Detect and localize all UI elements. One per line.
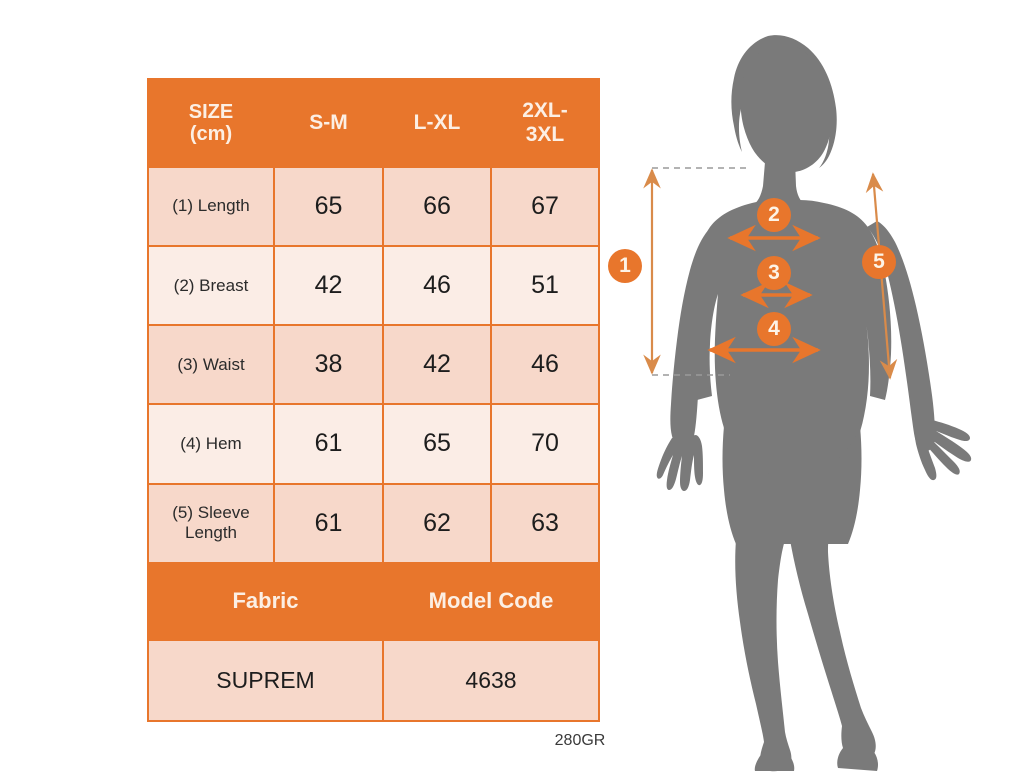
table-row: (2) Breast 42 46 51 <box>147 245 600 327</box>
measurement-marker-4: 4 <box>757 312 791 346</box>
fabric-weight-note: 280GR <box>554 732 606 749</box>
cell-waist-2xl-3xl: 46 <box>490 324 600 406</box>
cell-sleeve-length-2xl-3xl: 63 <box>490 482 600 564</box>
column-header-2xl-3xl-line1: 2XL- <box>522 99 568 123</box>
column-header-s-m: S-M <box>273 78 384 168</box>
footer-value-model-code: 4638 <box>382 638 600 723</box>
column-header-l-xl: L-XL <box>382 78 492 168</box>
column-header-size-line2: (cm) <box>189 123 233 145</box>
column-header-size-line1: SIZE <box>188 100 234 123</box>
cell-waist-s-m: 38 <box>273 324 384 406</box>
mannequin-svg <box>643 35 972 772</box>
footer-header-row: Fabric Model Code <box>147 561 600 641</box>
cell-breast-s-m: 42 <box>273 245 384 327</box>
row-label-length: (1) Length <box>147 165 275 248</box>
measurement-marker-2: 2 <box>757 198 791 232</box>
cell-hem-l-xl: 65 <box>382 403 492 485</box>
measurement-marker-3: 3 <box>757 256 791 290</box>
cell-length-s-m: 65 <box>273 165 384 248</box>
row-label-breast: (2) Breast <box>147 245 275 327</box>
column-header-2xl-3xl: 2XL- 3XL <box>490 78 600 168</box>
footer-value-fabric: SUPREM <box>147 638 384 723</box>
cell-sleeve-length-l-xl: 62 <box>382 482 492 564</box>
cell-breast-2xl-3xl: 51 <box>490 245 600 327</box>
cell-hem-2xl-3xl: 70 <box>490 403 600 485</box>
cell-breast-l-xl: 46 <box>382 245 492 327</box>
row-label-sleeve-length: (5) Sleeve Length <box>147 482 275 564</box>
footer-value-row: SUPREM 4638 <box>147 638 600 723</box>
table-row: (3) Waist 38 42 46 <box>147 324 600 406</box>
cell-length-2xl-3xl: 67 <box>490 165 600 248</box>
table-row: (4) Hem 61 65 70 <box>147 403 600 485</box>
cell-sleeve-length-s-m: 61 <box>273 482 384 564</box>
size-chart-table: SIZE (cm) S-M L-XL 2XL- 3XL (1) Length 6… <box>147 78 600 723</box>
cell-waist-l-xl: 42 <box>382 324 492 406</box>
cell-hem-s-m: 61 <box>273 403 384 485</box>
measurement-marker-1: 1 <box>608 249 642 283</box>
row-label-hem: (4) Hem <box>147 403 275 485</box>
column-header-size: SIZE (cm) <box>147 78 275 168</box>
row-label-sleeve-length-line2: Length <box>185 523 237 543</box>
column-header-2xl-3xl-line2: 3XL <box>525 123 565 146</box>
table-row: (5) Sleeve Length 61 62 63 <box>147 482 600 564</box>
measurement-marker-5: 5 <box>862 245 896 279</box>
table-header-row: SIZE (cm) S-M L-XL 2XL- 3XL <box>147 78 600 168</box>
row-label-sleeve-length-line1: (5) Sleeve <box>172 502 250 522</box>
measurement-diagram: 1 2 3 4 5 <box>600 0 1024 772</box>
footer-header-model-code: Model Code <box>382 561 600 641</box>
row-label-waist: (3) Waist <box>147 324 275 406</box>
cell-length-l-xl: 66 <box>382 165 492 248</box>
female-silhouette-icon <box>656 35 972 772</box>
footer-header-fabric: Fabric <box>147 561 384 641</box>
table-row: (1) Length 65 66 67 <box>147 165 600 248</box>
